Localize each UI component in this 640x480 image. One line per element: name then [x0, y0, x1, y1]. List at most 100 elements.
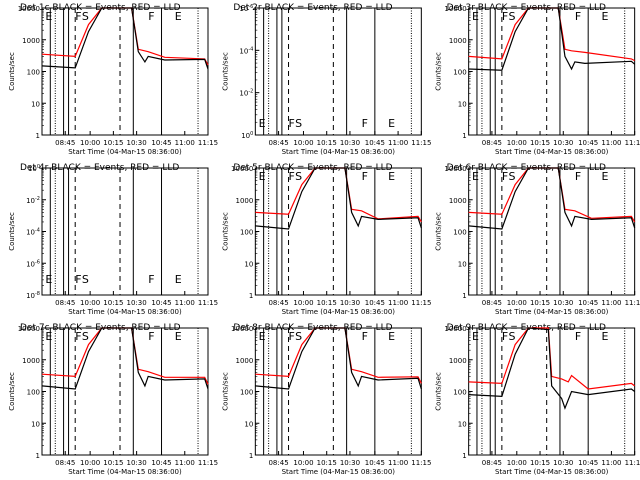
event-marker-label: F [75, 273, 81, 286]
x-tick-label: 10:30 [127, 139, 147, 147]
plot-frame [41, 7, 209, 136]
y-tick-label: 10000 [444, 5, 466, 13]
x-tick-label: 08:45 [55, 459, 75, 467]
x-tick-label: 10:30 [340, 139, 360, 147]
x-tick-label: 11:15 [198, 139, 218, 147]
lld-line [468, 327, 636, 390]
event-marker-label: E [388, 170, 395, 183]
x-tick-label: 10:15 [103, 299, 123, 307]
x-tick-label: 08:45 [482, 299, 502, 307]
event-marker-label: E [601, 330, 608, 343]
y-tick-label: 1000 [449, 37, 467, 45]
event-marker-label: F [148, 10, 154, 23]
x-tick-label: 11:15 [411, 139, 431, 147]
event-marker-label: F [362, 330, 368, 343]
x-tick-label: 08:45 [268, 299, 288, 307]
y-tick-label: 1000 [236, 357, 254, 365]
plot-frame [41, 327, 209, 456]
x-axis-label: Start Time (04-Mar-15 08:36:00) [282, 468, 396, 476]
events-line [41, 327, 209, 390]
x-tick-label: 10:30 [553, 299, 573, 307]
event-marker-label: E [388, 330, 395, 343]
x-tick-label: 10:15 [530, 299, 550, 307]
x-tick-label: 08:45 [55, 139, 75, 147]
lld-line [468, 7, 635, 62]
event-marker-label: F [148, 330, 154, 343]
lld-line [41, 327, 209, 385]
event-marker-label: F [289, 170, 295, 183]
y-tick-label: 10000 [231, 165, 253, 173]
plot-frame [468, 167, 636, 296]
x-tick-label: 11:15 [625, 139, 640, 147]
x-tick-label: 08:45 [268, 139, 288, 147]
event-marker-label: S [82, 273, 89, 286]
x-tick-label: 10:15 [103, 459, 123, 467]
lld-line [255, 167, 422, 223]
y-axis-label: Counts/sec [8, 372, 16, 411]
x-tick-label: 10:45 [365, 299, 385, 307]
y-tick-label: 10-6 [26, 259, 40, 268]
x-axis-label: Start Time (04-Mar-15 08:36:00) [68, 308, 182, 316]
y-tick-label: 100 [453, 389, 466, 397]
x-tick-label: 10:15 [530, 139, 550, 147]
panel-7: Det 7c BLACK = Events, RED = LLD11010010… [8, 323, 218, 476]
x-tick-label: 11:00 [601, 299, 621, 307]
x-tick-label: 10:00 [293, 299, 313, 307]
event-marker-label: F [362, 117, 368, 130]
event-marker-label: F [148, 273, 154, 286]
y-tick-label: 10000 [18, 325, 40, 333]
x-tick-label: 11:15 [411, 299, 431, 307]
x-tick-label: 11:00 [601, 459, 621, 467]
y-tick-label: 10000 [231, 325, 253, 333]
x-tick-label: 10:00 [507, 459, 527, 467]
x-axis-label: Start Time (04-Mar-15 08:36:00) [495, 308, 609, 316]
x-tick-label: 10:15 [317, 459, 337, 467]
x-tick-label: 10:30 [340, 299, 360, 307]
y-tick-label: 10-4 [26, 228, 40, 237]
event-marker-label: E [45, 10, 52, 23]
x-tick-label: 11:00 [388, 299, 408, 307]
event-marker-label: E [175, 10, 182, 23]
y-tick-label: 1000 [449, 197, 467, 205]
x-tick-label: 11:00 [388, 139, 408, 147]
y-tick-label: 10-2 [239, 89, 253, 98]
plot-frame [254, 327, 422, 456]
x-tick-label: 08:45 [482, 139, 502, 147]
event-marker-label: F [575, 330, 581, 343]
y-axis-label: Counts/sec [435, 372, 443, 411]
x-tick-label: 11:00 [175, 299, 195, 307]
events-line [41, 7, 209, 70]
plot-frame [254, 7, 422, 136]
event-marker-label: F [75, 10, 81, 23]
y-tick-label: 10 [458, 100, 467, 108]
plot-frame [254, 167, 422, 296]
event-marker-label: E [259, 117, 266, 130]
y-tick-label: 1000 [22, 37, 40, 45]
event-marker-label: S [295, 170, 302, 183]
x-tick-label: 10:15 [317, 299, 337, 307]
y-tick-label: 10-8 [26, 291, 40, 300]
y-tick-label: 100 [453, 229, 466, 237]
events-line [255, 167, 422, 230]
x-tick-label: 10:30 [127, 299, 147, 307]
x-tick-label: 10:45 [365, 459, 385, 467]
event-marker-label: F [502, 10, 508, 23]
x-tick-label: 10:00 [293, 459, 313, 467]
y-axis-label: Counts/sec [221, 372, 229, 411]
y-tick-label: 1 [36, 452, 40, 460]
x-axis-label: Start Time (04-Mar-15 08:36:00) [495, 468, 609, 476]
x-axis-label: Start Time (04-Mar-15 08:36:00) [282, 308, 396, 316]
lld-line [41, 7, 209, 66]
x-tick-label: 11:00 [175, 139, 195, 147]
y-axis-label: Counts/sec [8, 52, 16, 91]
event-marker-label: E [601, 10, 608, 23]
x-tick-label: 11:15 [625, 459, 640, 467]
y-tick-label: 100 [240, 389, 253, 397]
event-marker-label: F [289, 330, 295, 343]
y-tick-label: 10 [244, 260, 253, 268]
y-tick-label: 1 [36, 132, 40, 140]
y-tick-label: 1000 [449, 357, 467, 365]
x-tick-label: 11:00 [175, 459, 195, 467]
y-tick-label: 100 [241, 131, 253, 140]
